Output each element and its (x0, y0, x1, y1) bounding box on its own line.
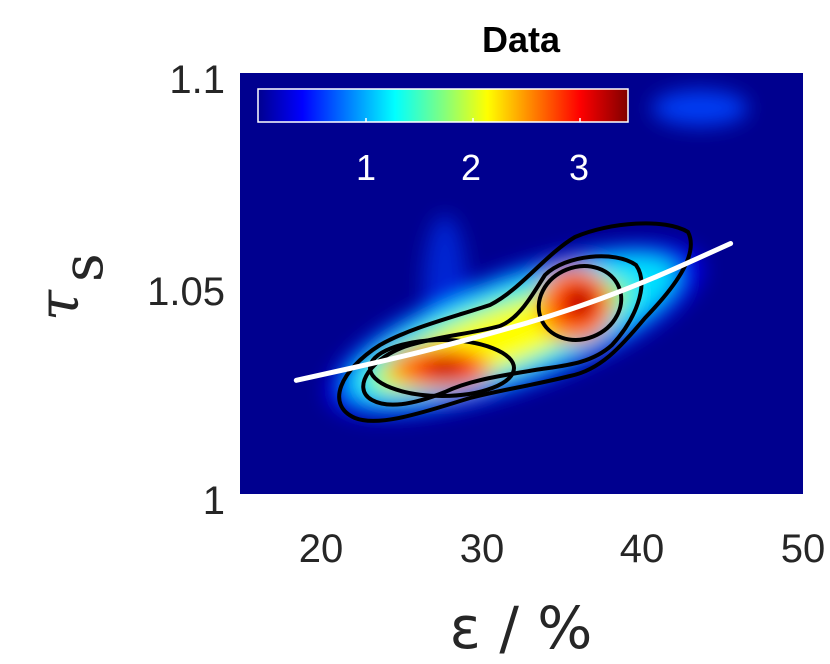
y-tick-1.05: 1.05 (147, 270, 225, 314)
x-tick-30: 30 (460, 527, 505, 571)
y-axis-label-symbol: τ (27, 289, 92, 321)
colorbar: 1 2 3 (257, 88, 629, 188)
contour-level-1 (337, 221, 693, 423)
contour-lines (337, 221, 693, 423)
x-axis-label: ε / % (450, 594, 593, 662)
colorbar-gradient (257, 88, 629, 123)
chart-title: Data (482, 19, 561, 60)
y-tick-1.1: 1.1 (169, 58, 225, 102)
y-axis-label: τ s (27, 253, 116, 321)
x-tick-50: 50 (781, 527, 826, 571)
core-left-peak (427, 361, 463, 375)
faint-spot-top-right (652, 90, 748, 126)
x-tick-40: 40 (620, 527, 665, 571)
y-axis-label-subscript: s (51, 253, 116, 282)
y-tick-1: 1 (203, 479, 225, 523)
x-tick-20: 20 (299, 527, 344, 571)
fit-line (293, 241, 734, 383)
x-axis: 20 30 40 50 (299, 527, 826, 571)
y-axis: 1.1 1.05 1 (147, 58, 225, 523)
contour-level-3-left (368, 338, 516, 398)
colorbar-tick-3: 3 (569, 147, 589, 188)
colorbar-tick-2: 2 (461, 147, 481, 188)
colorbar-tick-1: 1 (356, 147, 376, 188)
